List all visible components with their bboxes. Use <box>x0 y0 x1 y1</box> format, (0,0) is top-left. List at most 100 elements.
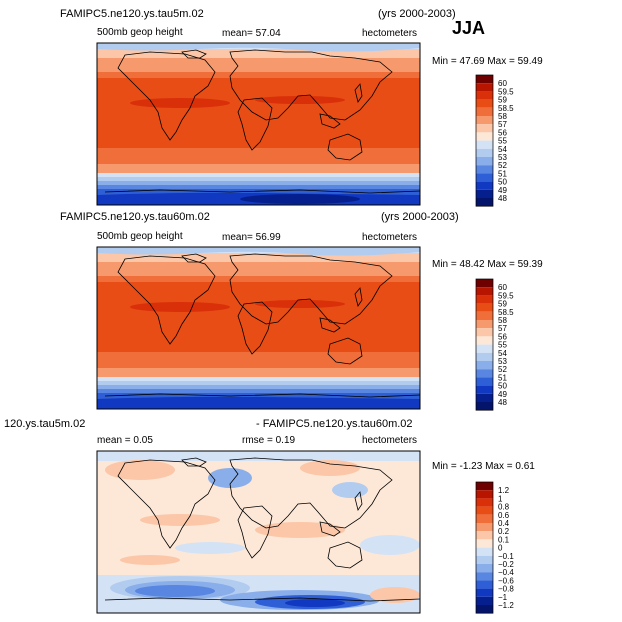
colorbar2-label: 55 <box>498 341 507 350</box>
colorbar3-label: 0.2 <box>498 527 510 536</box>
colorbar2-swatch <box>476 328 493 337</box>
colorbar1-label: 49 <box>498 186 507 195</box>
colorbar3-label: 1.2 <box>498 486 510 495</box>
colorbar3-swatch <box>476 596 493 605</box>
colorbar2-swatch <box>476 279 493 288</box>
colorbar1-label: 57 <box>498 120 507 129</box>
colorbar3-frame <box>475 481 494 614</box>
panel1-years: (yrs 2000-2003) <box>378 8 456 20</box>
colorbar2-label: 60 <box>498 283 507 292</box>
panel1-subtitle: 500mb geop height <box>97 27 183 38</box>
colorbar1-swatch <box>476 83 493 92</box>
colorbar3-label: −0.2 <box>498 560 514 569</box>
colorbar3-label: −0.1 <box>498 552 514 561</box>
panel2-minmax: Min = 48.42 Max = 59.39 <box>432 259 543 270</box>
colorbar2-label: 59.5 <box>498 291 514 300</box>
colorbar3-swatch <box>476 482 493 491</box>
colorbar3-label: 0 <box>498 544 503 553</box>
panel3-title-right: - FAMIPC5.ne120.ys.tau60m.02 <box>256 418 413 430</box>
colorbar1-swatch <box>476 99 493 108</box>
panel2-frame <box>96 246 421 410</box>
colorbar1-label: 58.5 <box>498 104 514 113</box>
colorbar2-frame <box>475 278 494 411</box>
colorbar1-swatch <box>476 116 493 125</box>
panel1-minmax: Min = 47.69 Max = 59.49 <box>432 56 543 67</box>
colorbar3-swatch <box>476 580 493 589</box>
colorbar1-swatch <box>476 189 493 198</box>
colorbar2-label: 48 <box>498 398 507 407</box>
colorbar1-swatch <box>476 165 493 174</box>
colorbar1-label: 55 <box>498 137 507 146</box>
colorbar1-label: 50 <box>498 178 507 187</box>
colorbar1-swatch <box>476 124 493 133</box>
colorbar2-swatch <box>476 361 493 370</box>
colorbar3-swatch <box>476 555 493 564</box>
panel2-mean: mean= 56.99 <box>222 232 281 243</box>
colorbar3-label: 0.4 <box>498 519 510 528</box>
colorbar2-swatch <box>476 352 493 361</box>
panel1-map <box>97 43 420 205</box>
panel3-mean: mean = 0.05 <box>97 435 153 446</box>
colorbar2-label: 50 <box>498 382 507 391</box>
colorbar2-swatch <box>476 344 493 353</box>
season-label: JJA <box>452 18 486 38</box>
colorbar2-label: 52 <box>498 365 507 374</box>
colorbar3-swatch <box>476 564 493 573</box>
colorbar2-swatch <box>476 393 493 402</box>
colorbar3-swatch <box>476 588 493 597</box>
panel1-frame <box>96 42 421 206</box>
colorbar3-label: −0.4 <box>498 568 514 577</box>
colorbar1-swatch <box>476 75 493 84</box>
colorbar1-swatch <box>476 107 493 116</box>
colorbar3-swatch <box>476 514 493 523</box>
panel2-years: (yrs 2000-2003) <box>381 211 459 223</box>
panel2-map <box>97 247 420 409</box>
colorbar2-label: 58 <box>498 316 507 325</box>
colorbar1-swatch <box>476 173 493 182</box>
colorbar3-swatch <box>476 547 493 556</box>
colorbar2-label: 53 <box>498 357 507 366</box>
colorbar3-swatch <box>476 572 493 581</box>
colorbar3-label: −0.6 <box>498 576 514 585</box>
panel2-units: hectometers <box>362 232 418 243</box>
colorbar3-label: −1.2 <box>498 601 514 610</box>
panel1-title: FAMIPC5.ne120.ys.tau5m.02 <box>60 8 204 20</box>
panel3-rmse: rmse = 0.19 <box>242 435 296 446</box>
colorbar2-swatch <box>476 320 493 329</box>
colorbar2-label: 59 <box>498 300 507 309</box>
panel3-map <box>97 451 420 613</box>
colorbar1-label: 60 <box>498 79 507 88</box>
colorbar2-swatch <box>476 311 493 320</box>
colorbar1-label: 54 <box>498 145 507 154</box>
colorbar3-label: 0.1 <box>498 535 510 544</box>
colorbar1-label: 51 <box>498 169 507 178</box>
colorbar3-swatch <box>476 531 493 540</box>
colorbar1-frame <box>475 74 494 207</box>
colorbar3-label: 1 <box>498 494 503 503</box>
colorbar3-swatch <box>476 498 493 507</box>
colorbar1-label: 59 <box>498 96 507 105</box>
colorbar3-swatch <box>476 490 493 499</box>
colorbar1-label: 52 <box>498 161 507 170</box>
colorbar2-label: 57 <box>498 324 507 333</box>
colorbar3-swatch <box>476 539 493 548</box>
colorbar2-swatch <box>476 303 493 312</box>
colorbar1-label: 59.5 <box>498 87 514 96</box>
panel3-frame <box>96 450 421 614</box>
colorbar1-label: 48 <box>498 194 507 203</box>
colorbar2-label: 58.5 <box>498 308 514 317</box>
colorbar2-swatch <box>476 295 493 304</box>
colorbar3-label: −1 <box>498 593 508 602</box>
colorbar1-swatch <box>476 198 493 207</box>
panel3-minmax: Min = -1.23 Max = 0.61 <box>432 461 535 472</box>
colorbar1-label: 58 <box>498 112 507 121</box>
colorbar3-swatch <box>476 523 493 532</box>
colorbar2-label: 51 <box>498 373 507 382</box>
panel1-units: hectometers <box>362 28 418 39</box>
panel1-coastlines <box>104 49 420 194</box>
colorbar2-label: 49 <box>498 390 507 399</box>
colorbar2-swatch <box>476 402 493 411</box>
colorbars: 6059.55958.558575655545352515049486059.5… <box>475 74 514 614</box>
